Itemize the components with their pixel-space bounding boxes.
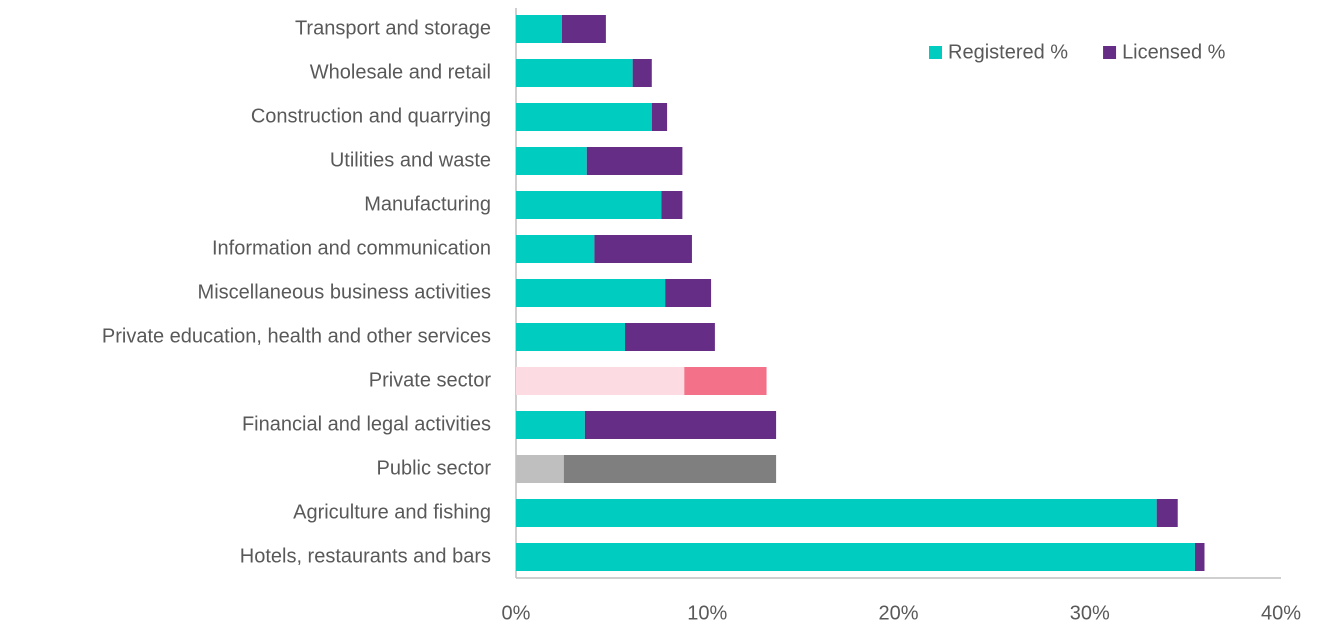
bar-segment [594, 235, 692, 263]
bar-segment [516, 235, 595, 263]
y-tick-label: Information and communication [212, 237, 491, 259]
bar-segment [516, 15, 562, 43]
x-tick-label: 40% [1261, 602, 1301, 624]
y-tick-label: Public sector [377, 457, 492, 479]
bar-segment [516, 147, 587, 175]
bar-segment [1156, 499, 1178, 527]
legend-label: Registered % [948, 41, 1068, 63]
bar-segment [625, 323, 715, 351]
x-tick-label: 0% [502, 602, 531, 624]
bar-segment [651, 103, 668, 131]
bar-segment [516, 323, 626, 351]
y-tick-label: Financial and legal activities [242, 413, 491, 435]
bar-segment [586, 147, 683, 175]
legend-swatch [929, 46, 942, 59]
bar-segment [516, 367, 685, 395]
y-tick-label: Transport and storage [295, 17, 491, 39]
y-tick-label: Hotels, restaurants and bars [240, 545, 491, 567]
y-tick-label: Wholesale and retail [310, 61, 491, 83]
legend-label: Licensed % [1122, 41, 1226, 63]
bar-segment [563, 455, 777, 483]
y-tick-label: Manufacturing [364, 193, 491, 215]
y-tick-label: Miscellaneous business activities [198, 281, 491, 303]
y-tick-label: Agriculture and fishing [293, 501, 491, 523]
bar-segment [516, 499, 1157, 527]
bar-segment [516, 543, 1195, 571]
y-tick-label: Construction and quarrying [251, 105, 491, 127]
bar-segment [665, 279, 712, 307]
bar-segment [561, 15, 606, 43]
x-tick-label: 20% [878, 602, 918, 624]
y-tick-label: Private sector [369, 369, 492, 391]
x-tick-label: 10% [687, 602, 727, 624]
bar-segment [632, 59, 652, 87]
bar-segment [516, 455, 564, 483]
y-tick-label: Utilities and waste [330, 149, 491, 171]
bar-segment [516, 103, 652, 131]
bar-segment [516, 411, 585, 439]
x-tick-label: 30% [1070, 602, 1110, 624]
bar-segment [516, 191, 662, 219]
bar-segment [516, 279, 666, 307]
bar-segment [584, 411, 777, 439]
bar-segment [661, 191, 683, 219]
bar-segment [684, 367, 767, 395]
bar-segment [516, 59, 633, 87]
legend-swatch [1103, 46, 1117, 59]
y-tick-label: Private education, health and other serv… [102, 325, 491, 347]
bar-segment [1194, 543, 1205, 571]
